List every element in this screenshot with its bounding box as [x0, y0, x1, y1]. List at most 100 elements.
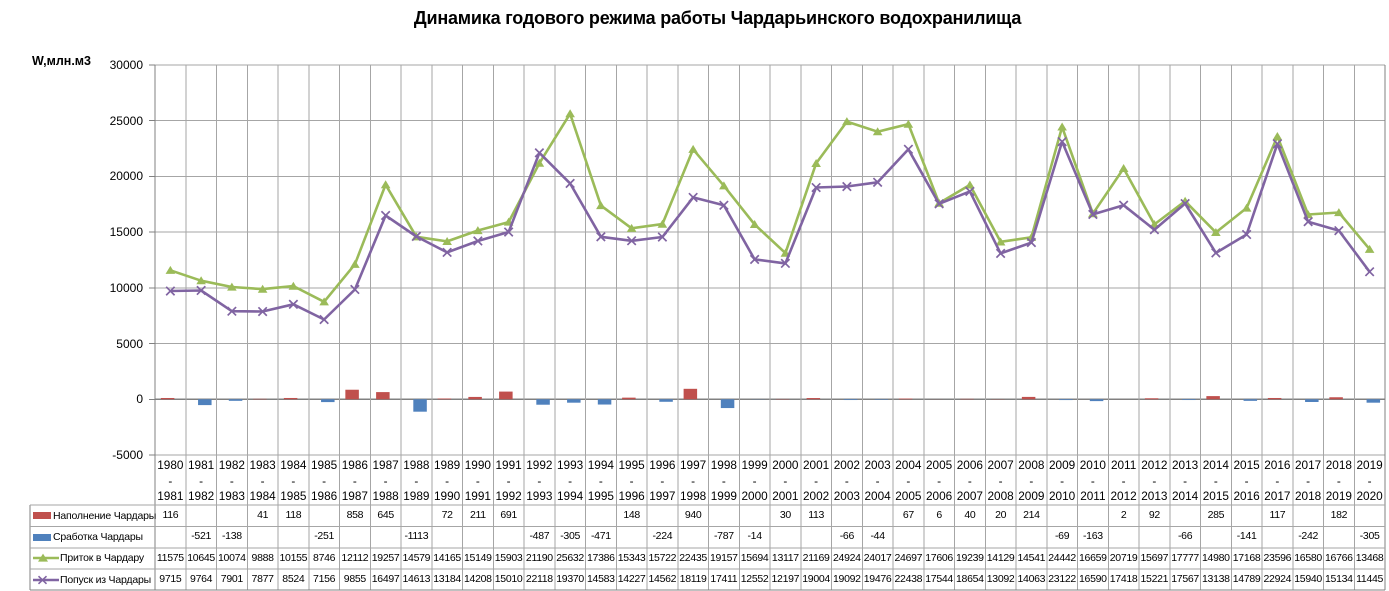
legend-row-header: Приток в Чардару [31, 548, 156, 569]
table-cell: 10074 [218, 551, 246, 564]
legend-row-header: Сработка Чардары [31, 526, 156, 547]
x-axis-category-label: 1988-1989 [403, 458, 430, 504]
table-cell: 21169 [802, 551, 830, 564]
table-cell [616, 526, 647, 547]
table-cell [1170, 505, 1201, 526]
table-cell: 645 [377, 509, 394, 521]
table-cell [647, 505, 678, 526]
table-cell: -305 [560, 530, 581, 543]
table-cell [893, 526, 924, 547]
table-cell: 9888 [251, 551, 274, 564]
x-axis-category-label: 1985-1986 [311, 458, 338, 504]
table-cell: 24442 [1048, 551, 1076, 564]
x-axis-category-label: 1995-1996 [618, 458, 645, 504]
table-cell: 15697 [1140, 551, 1169, 564]
x-axis-category-label: 2013-2014 [1172, 458, 1199, 504]
table-cell: 18119 [679, 573, 707, 586]
table-cell: -305 [1359, 530, 1380, 543]
table-cell [217, 505, 248, 526]
table-cell: 11445 [1356, 573, 1384, 586]
table-cell: 14562 [648, 573, 677, 586]
table-cell [155, 526, 186, 547]
x-axis-category-label: 1994-1995 [587, 458, 614, 504]
table-cell: 19004 [802, 573, 830, 586]
x-axis-category-label: 1990-1991 [464, 458, 491, 504]
table-cell: 22435 [679, 551, 707, 564]
table-cell: -242 [1298, 530, 1319, 543]
table-cell: -66 [1177, 530, 1193, 543]
table-cell [186, 505, 217, 526]
table-cell: 19370 [556, 573, 584, 586]
table-cell: 20719 [1109, 551, 1138, 564]
x-axis-category-label: 1991-1992 [495, 458, 522, 504]
table-cell: 41 [257, 509, 269, 521]
table-cell: 9764 [190, 573, 213, 586]
table-cell: 15903 [494, 551, 523, 564]
x-axis-category-label: 2017-2018 [1295, 458, 1322, 504]
table-cell: -471 [590, 530, 611, 543]
table-cell [770, 526, 801, 547]
table-cell: 116 [162, 509, 179, 521]
x-axis-category-label: 1982-1983 [218, 458, 245, 504]
table-cell: 14789 [1232, 573, 1261, 586]
x-axis-category-label: 2014-2015 [1202, 458, 1229, 504]
table-cell: 17418 [1109, 573, 1138, 586]
y-axis-tick-label: 0 [136, 392, 143, 407]
table-cell [924, 526, 955, 547]
table-cell: -163 [1082, 530, 1103, 543]
table-cell [1231, 505, 1262, 526]
x-axis-category-label: 2015-2016 [1233, 458, 1260, 504]
table-cell [678, 526, 709, 547]
line-x-legend-icon [33, 575, 59, 585]
bar-legend-swatch-icon [33, 533, 51, 541]
table-cell: 21190 [525, 551, 553, 564]
table-cell: -141 [1236, 530, 1257, 543]
x-axis-category-label: 2006-2007 [956, 458, 983, 504]
table-cell: 13092 [986, 573, 1015, 586]
chart-title: Динамика годового режима работы Чардарьи… [413, 8, 1022, 28]
y-axis-tick-label: 20000 [109, 169, 143, 184]
table-cell: 23122 [1048, 573, 1076, 586]
x-axis-category-label: 2012-2013 [1141, 458, 1168, 504]
series-name-label: Приток в Чардару [60, 552, 144, 565]
table-cell: 15010 [494, 573, 523, 586]
y-axis-tick-label: 25000 [109, 113, 143, 128]
table-cell: 9715 [159, 573, 182, 586]
table-cell: 12197 [771, 573, 800, 586]
table-cell: 118 [285, 509, 302, 521]
table-cell: 14583 [587, 573, 615, 586]
table-cell: 14063 [1017, 573, 1046, 586]
table-cell: 22924 [1263, 573, 1292, 586]
table-cell: -66 [839, 530, 855, 543]
table-cell: 92 [1148, 509, 1160, 521]
table-cell: 22118 [525, 573, 553, 586]
table-cell: 16659 [1079, 551, 1107, 564]
x-axis-category-label: 2016-2017 [1264, 458, 1291, 504]
table-cell [832, 505, 863, 526]
x-axis-category-label: 1983-1984 [249, 458, 276, 504]
series-name-label: Наполнение Чардары [53, 509, 156, 522]
table-cell [709, 505, 740, 526]
table-cell: -44 [870, 530, 885, 543]
x-axis-category-label: 1981-1982 [188, 458, 215, 504]
table-cell [1016, 526, 1047, 547]
table-cell: 15149 [464, 551, 492, 564]
table-cell: 72 [441, 509, 453, 521]
x-axis-category-label: 2019-2020 [1356, 458, 1383, 504]
table-cell [1293, 505, 1324, 526]
table-cell: -521 [191, 530, 212, 543]
x-axis-category-label: 2001-2002 [803, 458, 830, 504]
table-cell: 22438 [894, 573, 923, 586]
table-cell [985, 526, 1016, 547]
series-name-label: Попуск из Чардары [60, 573, 151, 586]
table-cell: 14129 [986, 551, 1015, 564]
table-cell [309, 505, 340, 526]
table-cell: -14 [747, 530, 762, 543]
table-cell: 10155 [279, 551, 308, 564]
table-cell [278, 526, 309, 547]
table-cell: 13138 [1202, 573, 1230, 586]
table-cell [1201, 526, 1232, 547]
